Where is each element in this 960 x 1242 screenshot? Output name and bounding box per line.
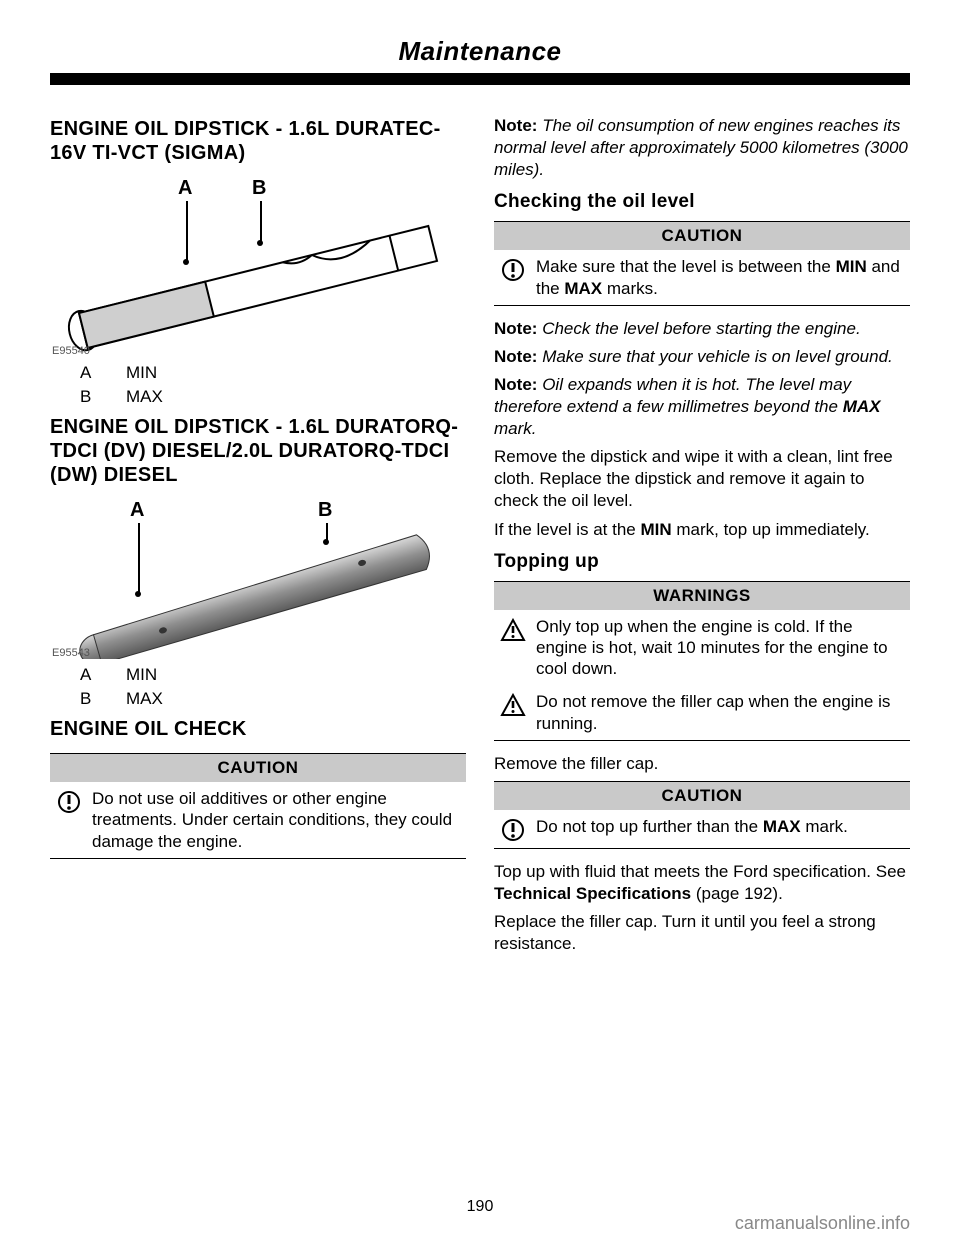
legend-val: MAX — [126, 387, 163, 407]
warnings-box-topping: WARNINGS Only top up when the engine is … — [494, 581, 910, 741]
legend-val: MIN — [126, 363, 157, 383]
figure-dipstick-diesel: A B E95543 — [50, 499, 466, 659]
legend-key: B — [80, 689, 126, 709]
marker-a-dot — [135, 591, 141, 597]
subheading-topping-up: Topping up — [494, 551, 910, 573]
page: Maintenance ENGINE OIL DIPSTICK - 1.6L D… — [0, 0, 960, 1242]
figure-id-sigma: E95540 — [52, 345, 90, 357]
marker-a-label: A — [178, 177, 192, 200]
caution-header: CAUTION — [494, 782, 910, 810]
note-prefix: Note: — [494, 116, 537, 135]
para-min-topup: If the level is at the MIN mark, top up … — [494, 519, 910, 541]
legend-key: B — [80, 387, 126, 407]
caution-row: Make sure that the level is between the … — [494, 250, 910, 305]
section-heading-dipstick-sigma: ENGINE OIL DIPSTICK - 1.6L DURATEC-16V T… — [50, 117, 466, 165]
figure-id-diesel: E95543 — [52, 647, 90, 659]
para-replace-filler: Replace the filler cap. Turn it until yo… — [494, 911, 910, 955]
caution-header: CAUTION — [494, 222, 910, 250]
caution-row: Do not use oil additives or other engine… — [50, 782, 466, 858]
caution-text: Make sure that the level is between the … — [536, 256, 906, 299]
warning-row-2: Do not remove the filler cap when the en… — [494, 685, 910, 740]
caution-icon — [54, 788, 84, 814]
note-level-ground: Note: Make sure that your vehicle is on … — [494, 346, 910, 368]
warnings-header: WARNINGS — [494, 582, 910, 610]
note-oil-expands: Note: Oil expands when it is hot. The le… — [494, 374, 910, 440]
right-column: Note: The oil consumption of new engines… — [494, 109, 910, 1188]
caution-text: Do not top up further than the MAX mark. — [536, 816, 906, 837]
legend-key: A — [80, 665, 126, 685]
note-before-start: Note: Check the level before starting th… — [494, 318, 910, 340]
marker-a-line — [186, 201, 188, 261]
subheading-checking-oil: Checking the oil level — [494, 191, 910, 213]
caution-icon — [498, 256, 528, 282]
warning-row-1: Only top up when the engine is cold. If … — [494, 610, 910, 686]
marker-b-label: B — [252, 177, 266, 200]
marker-a-label: A — [130, 499, 144, 522]
caution-header: CAUTION — [50, 754, 466, 782]
legend-row-a-diesel: A MIN — [80, 665, 466, 685]
caution-box-oil-additives: CAUTION Do not use oil additives or othe… — [50, 753, 466, 859]
caution-box-max-top: CAUTION Do not top up further than the M… — [494, 781, 910, 849]
caution-icon — [498, 816, 528, 842]
legend-key: A — [80, 363, 126, 383]
legend-row-b-sigma: B MAX — [80, 387, 466, 407]
marker-b-dot — [257, 240, 263, 246]
figure-dipstick-sigma: A B E95540 — [50, 177, 466, 357]
note-new-engines: Note: The oil consumption of new engines… — [494, 115, 910, 181]
warning-text-2: Do not remove the filler cap when the en… — [536, 691, 906, 734]
marker-a-dot — [183, 259, 189, 265]
footer-site: carmanualsonline.info — [735, 1213, 910, 1234]
dipstick-diesel-svg — [50, 499, 466, 659]
title-rule — [50, 73, 910, 85]
content-columns: ENGINE OIL DIPSTICK - 1.6L DURATEC-16V T… — [50, 109, 910, 1188]
dipstick-sigma-svg — [50, 177, 466, 357]
marker-a-line — [138, 523, 140, 593]
page-title: Maintenance — [50, 36, 910, 67]
legend-row-b-diesel: B MAX — [80, 689, 466, 709]
para-ford-spec: Top up with fluid that meets the Ford sp… — [494, 861, 910, 905]
left-column: ENGINE OIL DIPSTICK - 1.6L DURATEC-16V T… — [50, 109, 466, 1188]
para-remove-dipstick: Remove the dipstick and wipe it with a c… — [494, 446, 910, 512]
marker-b-dot — [323, 539, 329, 545]
section-heading-oil-check: ENGINE OIL CHECK — [50, 717, 466, 741]
note-body: The oil consumption of new engines reach… — [494, 116, 908, 179]
section-heading-dipstick-diesel: ENGINE OIL DIPSTICK - 1.6L DURATORQ-TDCI… — [50, 415, 466, 487]
marker-b-label: B — [318, 499, 332, 522]
legend-val: MAX — [126, 689, 163, 709]
warning-icon — [498, 616, 528, 642]
warning-text-1: Only top up when the engine is cold. If … — [536, 616, 906, 680]
caution-text: Do not use oil additives or other engine… — [92, 788, 462, 852]
caution-row: Do not top up further than the MAX mark. — [494, 810, 910, 848]
para-remove-filler: Remove the filler cap. — [494, 753, 910, 775]
warning-icon — [498, 691, 528, 717]
legend-val: MIN — [126, 665, 157, 685]
legend-row-a-sigma: A MIN — [80, 363, 466, 383]
caution-box-min-max: CAUTION Make sure that the level is betw… — [494, 221, 910, 306]
marker-b-line — [260, 201, 262, 243]
page-footer: carmanualsonline.info — [0, 1213, 960, 1234]
